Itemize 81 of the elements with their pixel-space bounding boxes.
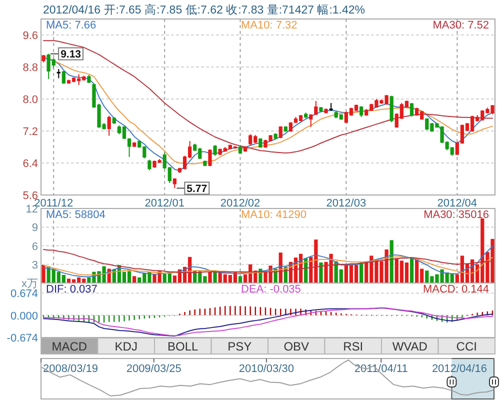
text: MA5: 58804 [46, 208, 106, 221]
x-tick-label: 2012/02 [220, 198, 260, 210]
candlestick [238, 146, 242, 154]
series-label: MACD: 0.144 [422, 283, 489, 296]
category-label: KDJ [114, 340, 138, 354]
candlestick [107, 115, 111, 136]
y-tick-label: 12 [26, 204, 38, 216]
y-tick-label: 8.8 [22, 62, 38, 74]
candlestick [390, 95, 394, 123]
candlestick [112, 116, 116, 124]
y-tick-label: 7.2 [22, 126, 38, 138]
candlestick [304, 112, 308, 119]
y-tick-label: 0.000 [10, 310, 38, 322]
x-tick-label: 2009/03/25 [126, 363, 182, 375]
line-series [43, 256, 493, 276]
category-label: BOLL [168, 340, 199, 354]
candlestick [42, 54, 46, 63]
text: MA10: 41290 [241, 208, 306, 221]
candlestick [208, 148, 212, 167]
candlestick [319, 106, 323, 112]
candlestick [274, 132, 278, 140]
candlestick [87, 74, 91, 84]
y-tick-label: 6 [32, 240, 38, 253]
candlestick [329, 102, 333, 112]
x-tick-label: 2012/01 [144, 198, 184, 210]
candlestick [127, 138, 132, 158]
candlestick [284, 126, 288, 132]
candlestick [62, 70, 66, 84]
bar [42, 264, 46, 283]
line-series [43, 246, 493, 278]
y-tick-label: 9 [32, 222, 38, 234]
text: MA5: 7.66 [46, 19, 96, 32]
candlestick [309, 114, 313, 128]
candlestick [324, 108, 328, 114]
x-tick-label: 2008/03/19 [43, 363, 98, 375]
y-tick-label: 6.4 [22, 158, 38, 170]
x-tick-label: 2010/03/30 [238, 363, 294, 375]
text: MA10: 7.32 [241, 19, 298, 32]
line-series [43, 248, 493, 273]
x-tick-label: 2012/04 [437, 198, 478, 210]
chart-title: 2012/04/16 开:7.65 高:7.85 低:7.62 收:7.83 量:71427 幅:1.42% [43, 2, 366, 16]
candlestick [203, 160, 207, 167]
candlestick [132, 142, 136, 148]
x-tick-label: 2011/04/11 [354, 363, 408, 375]
candlestick [360, 106, 364, 118]
category-label: PSY [228, 340, 252, 354]
candlestick [258, 138, 262, 148]
line-series [43, 40, 493, 154]
candlestick [243, 146, 248, 152]
candlestick [278, 126, 282, 139]
text: MA30: 35016 [424, 208, 489, 221]
annotation: 9.13 [60, 48, 82, 61]
category-label: WVAD [392, 340, 428, 354]
category-label: MACD [52, 340, 88, 354]
category-label: CCI [456, 340, 477, 354]
category-label: OBV [284, 340, 310, 354]
category-label: RSI [343, 340, 364, 354]
bar [208, 272, 212, 283]
candlestick [56, 68, 60, 79]
bar [410, 258, 414, 283]
candlestick [213, 144, 217, 156]
bar [238, 276, 242, 283]
series-label: DEA: -0.035 [241, 283, 301, 296]
y-tick-label: 9.6 [22, 30, 38, 42]
bar [132, 276, 136, 283]
y-tick-label: 3 [32, 259, 38, 272]
candlestick [410, 102, 414, 118]
candlestick [148, 159, 152, 171]
candlestick [314, 100, 318, 116]
x-tick-label: 2012/03 [326, 198, 366, 210]
candlestick [172, 178, 176, 189]
text: DIF: 0.037 [46, 283, 98, 296]
annotation: 5.77 [186, 183, 208, 195]
y-tick-label: 8.0 [22, 94, 38, 106]
y-tick-label: -0.674 [6, 332, 38, 344]
bar [319, 262, 323, 283]
y-axis-title: x万 [22, 278, 38, 290]
text: MA30: 7.52 [432, 19, 489, 32]
x-tick-label: 2012/04/16 [432, 363, 487, 375]
y-tick-label: 0.674 [10, 288, 38, 300]
candlestick [288, 122, 293, 132]
